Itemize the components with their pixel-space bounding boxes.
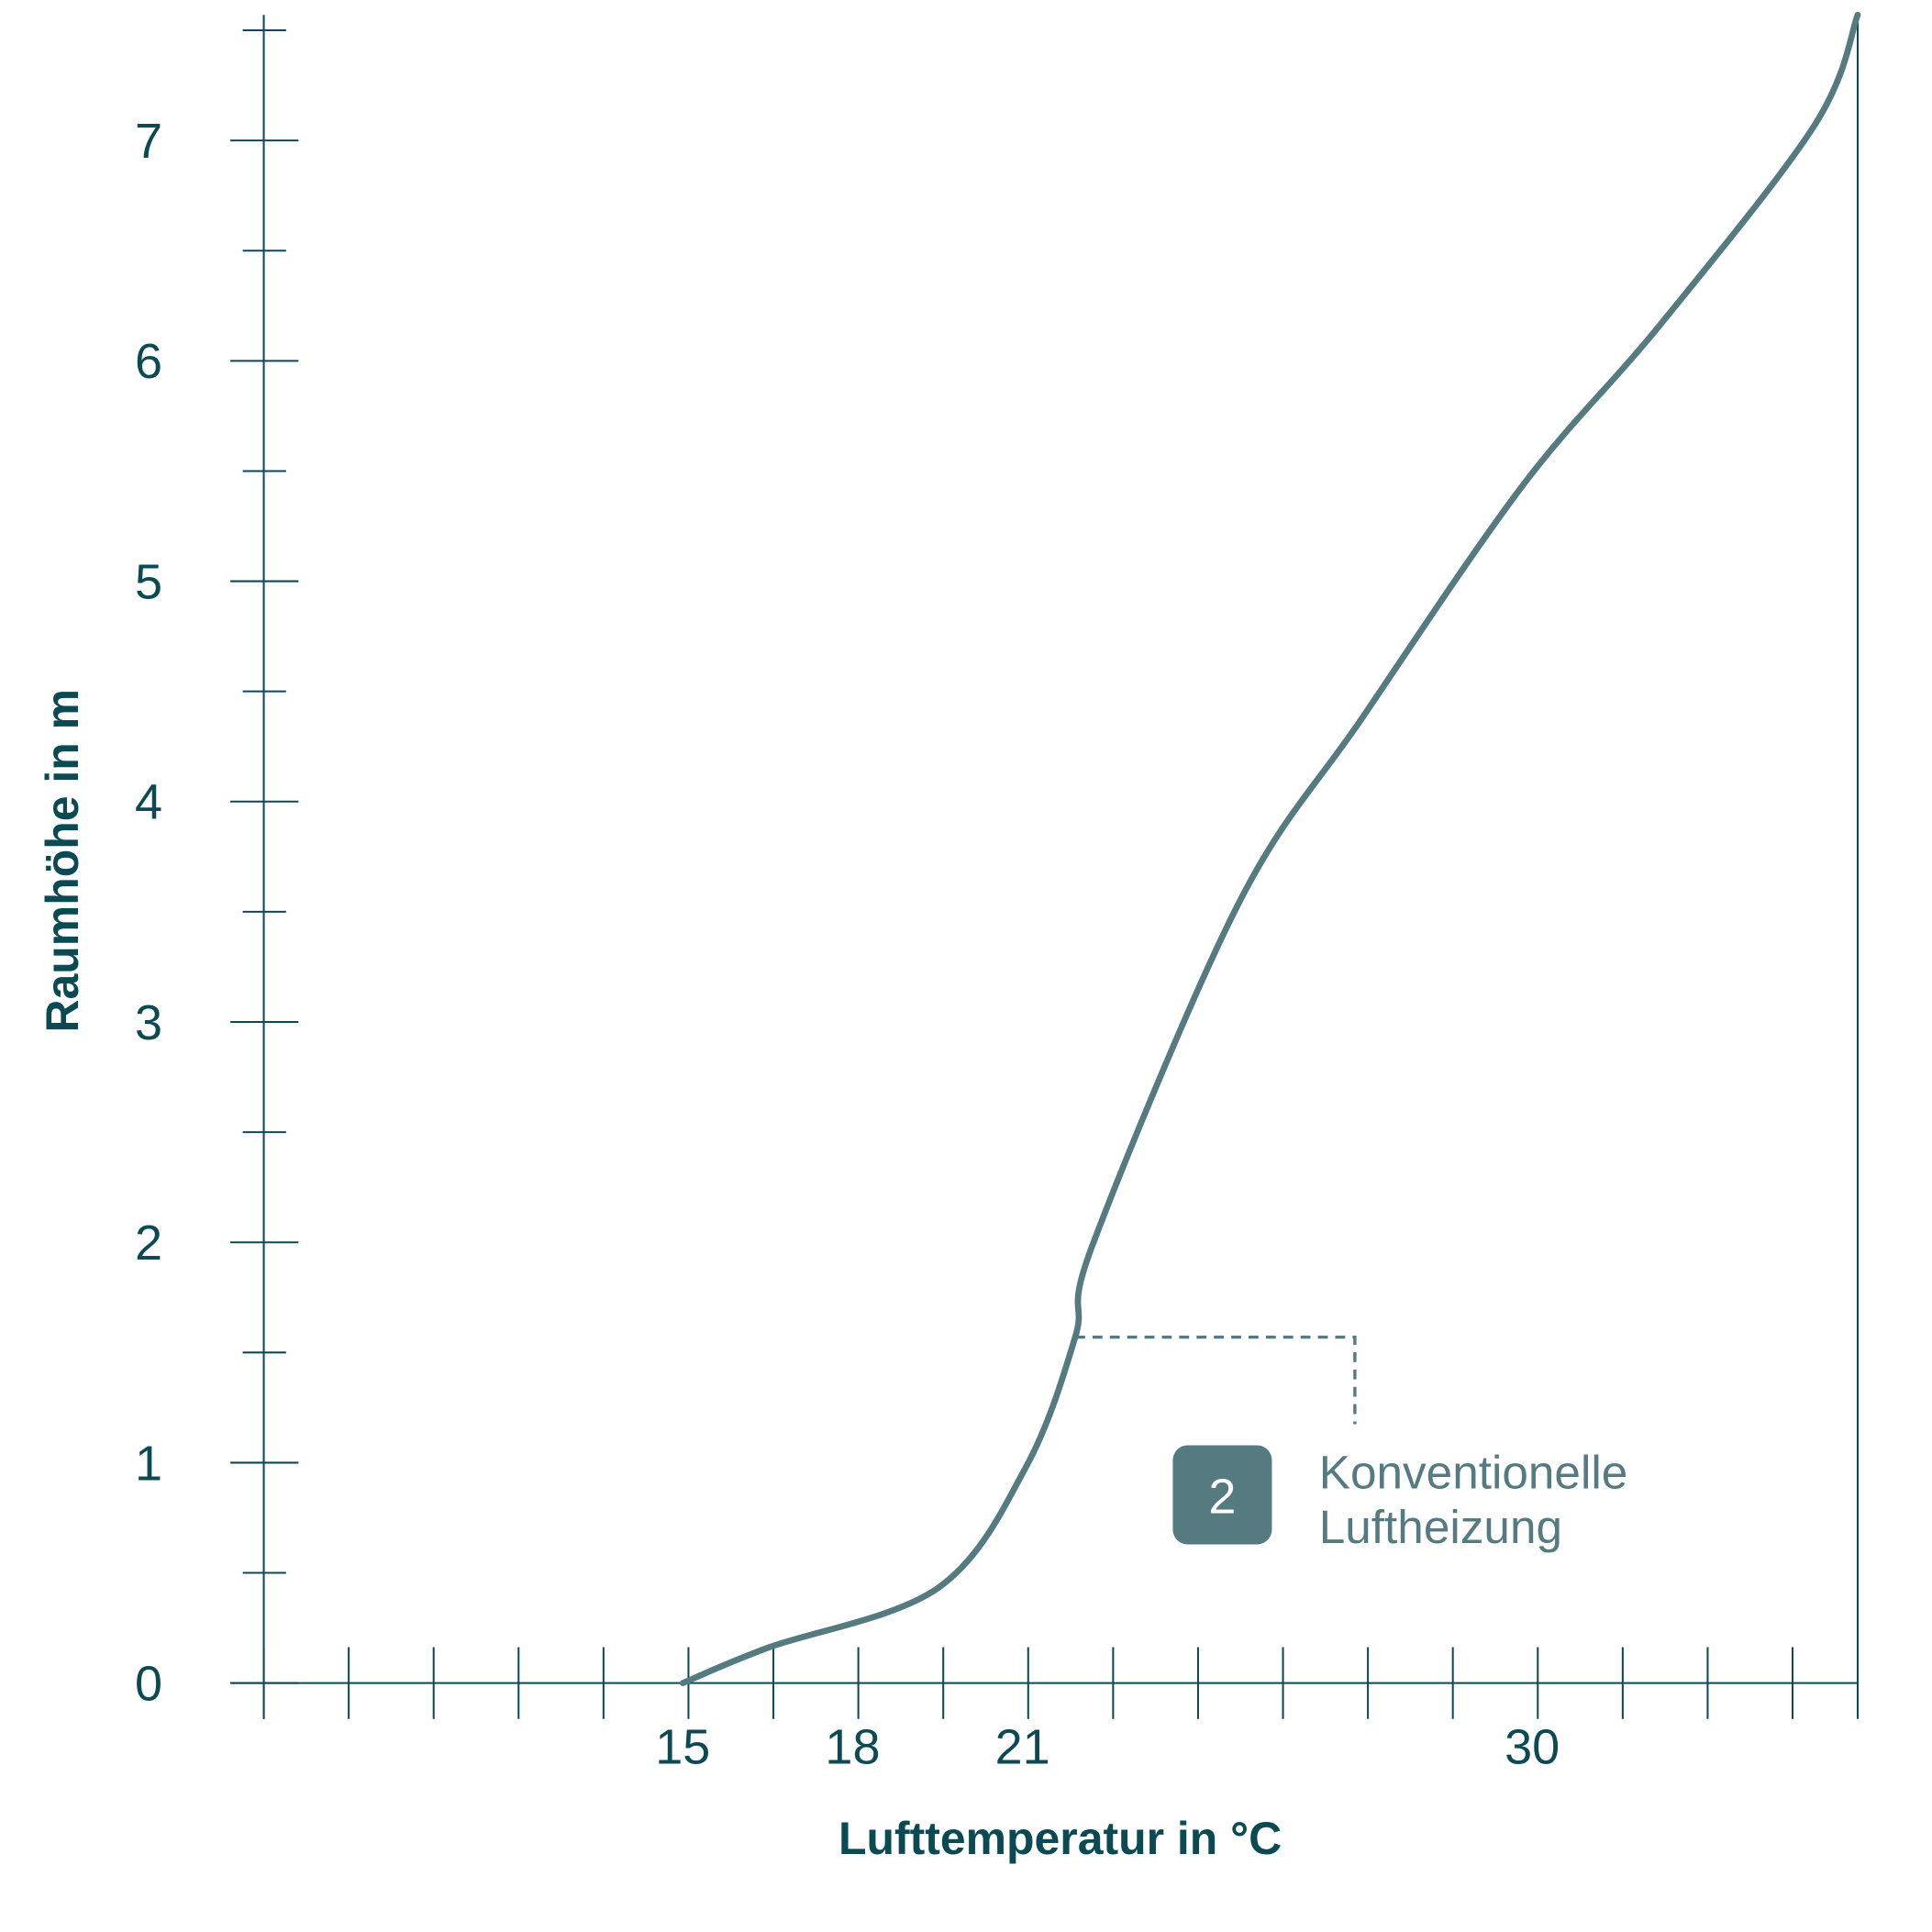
y-tick-label: 2 — [135, 1216, 162, 1271]
tick-labels: 15 18 21 30 0 1 2 3 4 5 6 7 — [135, 114, 1560, 1774]
y-axis-title: Raumhöhe in m — [37, 689, 88, 1033]
annotation-label-line2: Luftheizung — [1319, 1501, 1562, 1553]
temperature-curve — [679, 11, 1861, 1687]
y-tick-label: 3 — [135, 995, 162, 1050]
y-tick-label: 1 — [135, 1436, 162, 1491]
x-tick-label: 15 — [655, 1719, 710, 1774]
annotation-badge-number: 2 — [1208, 1470, 1236, 1525]
x-axis-title: Lufttemperatur in °C — [838, 1813, 1282, 1864]
ticks — [230, 29, 1794, 1719]
x-tick-label: 18 — [825, 1719, 880, 1774]
x-tick-label: 30 — [1505, 1719, 1560, 1774]
axes — [230, 15, 1860, 1719]
annotation-leader-line — [1075, 1335, 1357, 1425]
annotation-badge — [1172, 1445, 1272, 1545]
y-tick-label: 5 — [135, 554, 162, 609]
annotation-label-line1: Konventionelle — [1319, 1447, 1628, 1499]
y-tick-label: 7 — [135, 114, 162, 169]
x-tick-label: 21 — [995, 1719, 1050, 1774]
y-tick-label: 4 — [135, 775, 162, 830]
y-tick-label: 6 — [135, 334, 162, 389]
y-tick-label: 0 — [135, 1657, 162, 1712]
